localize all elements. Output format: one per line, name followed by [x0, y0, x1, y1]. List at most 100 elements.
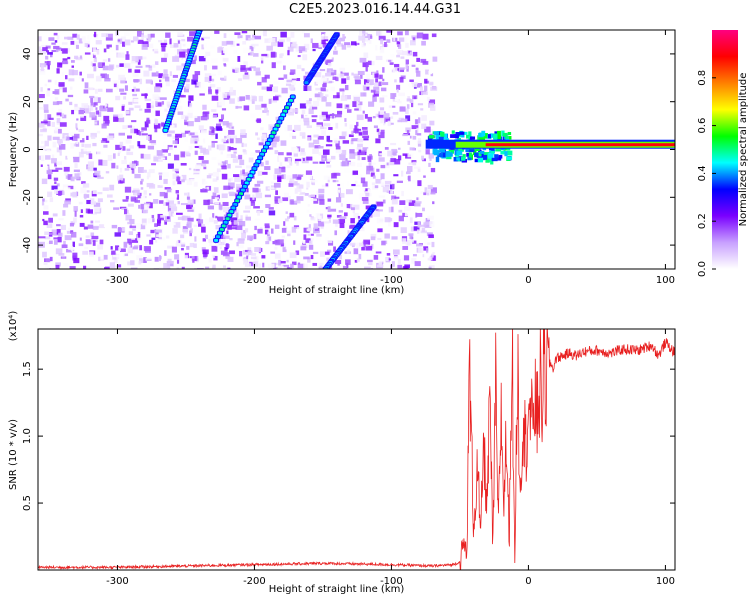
- heatmap-cell: [56, 183, 60, 187]
- heatmap-cell: [319, 265, 322, 269]
- heatmap-cell: [203, 36, 210, 39]
- heatmap-cell: [117, 52, 125, 58]
- heatmap-cell: [299, 132, 306, 137]
- heatmap-cell: [390, 93, 397, 100]
- heatmap-cell: [56, 101, 63, 105]
- heatmap-cell: [133, 88, 140, 92]
- heatmap-cell: [286, 79, 294, 83]
- heatmap-cell: [196, 163, 203, 166]
- heatmap-cell: [289, 178, 295, 184]
- heatmap-cell: [354, 180, 358, 184]
- heatmap-cell: [265, 160, 269, 165]
- heatmap-cell: [319, 115, 326, 120]
- heatmap-cell: [124, 85, 128, 91]
- heatmap-cell: [315, 87, 322, 91]
- heatmap-cell: [204, 65, 207, 71]
- heatmap-cell: [371, 243, 374, 249]
- heatmap-cell: [71, 60, 75, 63]
- heatmap-cell: [364, 87, 370, 90]
- heatmap-cell: [424, 75, 429, 81]
- heatmap-cell: [173, 42, 179, 48]
- heatmap-cell: [243, 61, 248, 68]
- heatmap-cell: [447, 152, 453, 157]
- heatmap-cell: [242, 47, 250, 54]
- heatmap-cell: [412, 254, 417, 257]
- heatmap-cell: [76, 118, 79, 121]
- y-multiplier-label: (x10⁴): [8, 311, 19, 342]
- heatmap-cell: [423, 252, 429, 259]
- heatmap-cell: [366, 216, 370, 223]
- heatmap-cell: [261, 77, 267, 83]
- heatmap-cell: [273, 86, 279, 93]
- heatmap-cell: [111, 258, 118, 263]
- heatmap-cell: [474, 158, 479, 163]
- heatmap-cell: [47, 135, 52, 141]
- heatmap-cell: [224, 92, 231, 96]
- heatmap-cell: [50, 177, 57, 180]
- heatmap-cell: [133, 86, 137, 93]
- heatmap-cell: [311, 179, 318, 183]
- heatmap-cell: [321, 184, 329, 188]
- heatmap-cell: [331, 86, 335, 91]
- heatmap-cell: [373, 82, 381, 86]
- heatmap-cell: [298, 184, 304, 189]
- heatmap-cell: [163, 39, 168, 43]
- heatmap-cell: [406, 104, 410, 110]
- heatmap-cell: [339, 88, 345, 92]
- heatmap-cell: [393, 174, 399, 177]
- heatmap-cell: [143, 153, 151, 160]
- heatmap-cell: [357, 143, 363, 148]
- heatmap-cell: [41, 44, 47, 48]
- heatmap-cell: [47, 191, 53, 198]
- heatmap-cell: [212, 114, 218, 118]
- heatmap-cell: [39, 145, 46, 148]
- heatmap-cell: [40, 65, 44, 71]
- heatmap-cell: [121, 104, 126, 107]
- heatmap-cell: [317, 42, 323, 48]
- heatmap-cell: [79, 237, 82, 241]
- heatmap-cell: [430, 73, 434, 77]
- heatmap-cell: [300, 244, 308, 248]
- heatmap-cell: [250, 256, 257, 260]
- heatmap-cell: [411, 64, 416, 67]
- heatmap-cell: [396, 50, 403, 53]
- heatmap-cell: [86, 151, 92, 156]
- heatmap-cell: [90, 220, 94, 224]
- heatmap-cell: [169, 38, 172, 45]
- colorbar-label: Normalized spectral amplitude: [738, 73, 749, 227]
- heatmap-cell: [417, 221, 421, 228]
- heatmap-cell: [398, 68, 401, 73]
- heatmap-cell: [411, 82, 418, 88]
- heatmap-cell: [93, 167, 97, 171]
- heatmap-cell: [74, 106, 80, 111]
- heatmap-cell: [67, 174, 73, 180]
- heatmap-cell: [39, 48, 47, 55]
- heatmap-cell: [250, 51, 254, 56]
- heatmap-cell: [392, 183, 395, 189]
- heatmap-cell: [401, 190, 404, 197]
- heatmap-cell: [81, 181, 86, 185]
- heatmap-cell: [415, 68, 419, 73]
- heatmap-cell: [202, 111, 208, 117]
- heatmap-cell: [270, 51, 276, 58]
- heatmap-cell: [297, 55, 301, 58]
- heatmap-cell: [224, 135, 227, 139]
- heatmap-cell: [241, 30, 248, 34]
- heatmap-cell: [138, 144, 146, 149]
- heatmap-cell: [274, 246, 278, 250]
- heatmap-cell: [326, 161, 330, 164]
- heatmap-cell: [51, 229, 57, 235]
- heatmap-cell: [95, 110, 100, 115]
- heatmap-cell: [222, 92, 228, 99]
- heatmap-cell: [231, 126, 234, 129]
- heatmap-cell: [388, 105, 393, 112]
- heatmap-cell: [390, 116, 394, 119]
- heatmap-cell: [373, 86, 380, 90]
- heatmap-cell: [44, 264, 50, 269]
- heatmap-cell: [242, 41, 247, 45]
- track-core: [217, 231, 222, 235]
- heatmap-cell: [120, 36, 126, 41]
- heatmap-cell: [412, 240, 417, 244]
- heatmap-cell: [342, 33, 345, 40]
- heatmap-cell: [48, 217, 53, 223]
